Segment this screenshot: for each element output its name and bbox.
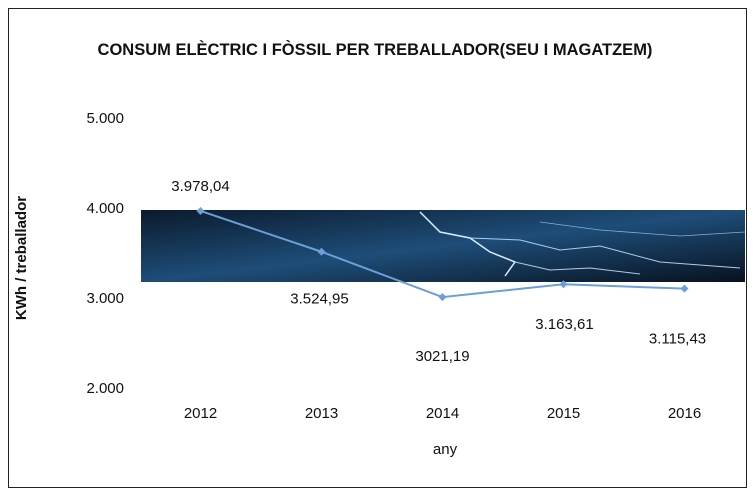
marker bbox=[681, 285, 689, 293]
data-label: 3.524,95 bbox=[290, 291, 348, 308]
x-axis-title: any bbox=[433, 441, 458, 458]
marker bbox=[439, 293, 447, 301]
x-tick-label: 2013 bbox=[305, 405, 338, 422]
x-tick-label: 2012 bbox=[184, 405, 217, 422]
data-label: 3.115,43 bbox=[649, 331, 706, 348]
y-axis-title: KWh / treballador bbox=[13, 196, 30, 320]
x-tick-label: 2014 bbox=[426, 405, 459, 422]
data-label: 3021,19 bbox=[415, 348, 469, 365]
data-label: 3.163,61 bbox=[535, 316, 593, 333]
chart: KWh / treballador any 2.000 3.000 4.000 5.0… bbox=[0, 0, 753, 483]
y-tick-label: 4.000 bbox=[86, 200, 124, 217]
y-tick-label: 3.000 bbox=[86, 290, 124, 307]
y-tick-label: 2.000 bbox=[86, 380, 124, 397]
data-label: 3.978,04 bbox=[171, 178, 229, 195]
y-tick-label: 5.000 bbox=[86, 110, 124, 127]
x-tick-label: 2015 bbox=[547, 405, 580, 422]
x-tick-label: 2016 bbox=[668, 405, 701, 422]
